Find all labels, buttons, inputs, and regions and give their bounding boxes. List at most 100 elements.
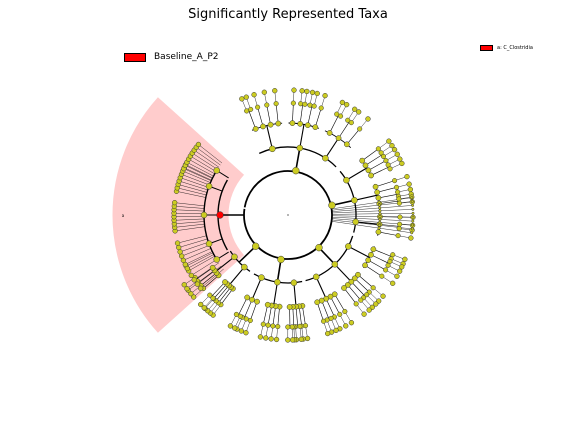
species-node bbox=[339, 99, 346, 106]
family-node bbox=[254, 298, 260, 305]
family-node bbox=[365, 257, 372, 263]
tree-branch bbox=[198, 270, 215, 283]
order-node bbox=[322, 154, 329, 162]
family-node bbox=[372, 183, 379, 190]
tree-branch bbox=[334, 294, 346, 312]
family-node bbox=[344, 282, 351, 288]
tree-branch bbox=[185, 165, 213, 179]
family-node bbox=[351, 275, 358, 282]
clade-order-node bbox=[213, 167, 221, 174]
genus-node bbox=[375, 146, 381, 152]
tree-branch bbox=[191, 259, 217, 276]
tree-branch bbox=[178, 238, 208, 248]
tree-branch bbox=[379, 224, 400, 227]
genus-node bbox=[318, 105, 324, 111]
genus-node bbox=[265, 322, 271, 328]
family-node bbox=[326, 130, 333, 136]
family-node bbox=[375, 229, 382, 235]
species-node bbox=[299, 88, 305, 94]
order-node bbox=[258, 274, 265, 281]
tree-branch bbox=[365, 154, 383, 166]
genus-node bbox=[395, 189, 401, 195]
tree-branch bbox=[329, 114, 339, 134]
tree-branch bbox=[272, 306, 276, 327]
class-arc bbox=[229, 250, 251, 272]
tree-branch bbox=[196, 267, 213, 280]
species-node bbox=[261, 89, 267, 95]
family-node bbox=[222, 279, 228, 285]
class-node bbox=[292, 167, 300, 175]
species-node bbox=[386, 138, 392, 144]
genus-node bbox=[396, 200, 402, 206]
clade-species-node bbox=[174, 240, 181, 246]
tree-branch bbox=[331, 209, 413, 214]
genus-node bbox=[210, 295, 216, 301]
family-node bbox=[359, 157, 366, 164]
order-node bbox=[345, 243, 352, 250]
order-node bbox=[352, 218, 359, 226]
order-node bbox=[241, 263, 248, 271]
genus-node bbox=[378, 150, 384, 156]
tree-branch bbox=[368, 160, 387, 171]
order-node bbox=[312, 273, 320, 281]
tree-branch bbox=[218, 286, 232, 303]
legend-baseline-label: Baseline_A_P2 bbox=[154, 52, 219, 62]
order-arc bbox=[362, 246, 375, 269]
tree-branch bbox=[292, 306, 295, 327]
tree-branch bbox=[315, 276, 327, 299]
order-arc bbox=[360, 158, 373, 179]
tree-branch bbox=[211, 281, 226, 297]
tree-branch bbox=[324, 137, 340, 159]
order-node bbox=[274, 278, 281, 286]
family-node bbox=[209, 264, 216, 271]
genus-node bbox=[311, 103, 317, 109]
order-node bbox=[231, 253, 238, 261]
tree-branch bbox=[257, 107, 264, 127]
tree-branch bbox=[215, 285, 230, 301]
species-node bbox=[361, 311, 367, 317]
tree-branch bbox=[174, 205, 205, 209]
clade-species-node bbox=[194, 281, 201, 287]
tree-branch bbox=[175, 226, 205, 232]
genus-node bbox=[396, 196, 402, 202]
genus-node bbox=[379, 273, 385, 279]
tree-branch bbox=[198, 144, 223, 164]
tree-branch bbox=[178, 184, 208, 193]
family-node bbox=[304, 122, 311, 129]
species-node bbox=[378, 220, 382, 224]
legend-baseline: Baseline_A_P2 bbox=[124, 51, 218, 63]
tree-branch bbox=[343, 287, 357, 305]
tree-branch bbox=[325, 298, 335, 318]
tree-branch bbox=[267, 305, 272, 326]
tree-branch bbox=[190, 155, 217, 172]
species-node bbox=[198, 301, 204, 308]
species-node bbox=[391, 146, 398, 153]
tree-branch bbox=[186, 252, 214, 267]
species-node bbox=[394, 273, 400, 279]
tree-branch bbox=[316, 302, 324, 322]
tree-branch bbox=[177, 187, 207, 196]
species-node bbox=[378, 209, 382, 213]
tree-branch bbox=[188, 158, 215, 175]
order-arc bbox=[288, 122, 320, 129]
tree-branch bbox=[174, 202, 205, 207]
species-node bbox=[378, 217, 382, 222]
species-node bbox=[289, 337, 296, 343]
species-node bbox=[251, 92, 257, 98]
species-node bbox=[394, 151, 400, 157]
tree-branch bbox=[347, 284, 361, 301]
species-node bbox=[377, 203, 382, 207]
species-node bbox=[373, 301, 379, 307]
tree-branch bbox=[334, 263, 352, 283]
genus-node bbox=[248, 106, 254, 112]
clade-species-node bbox=[172, 199, 178, 206]
legend-clade-swatch bbox=[480, 45, 493, 51]
species-node bbox=[377, 226, 381, 230]
genus-node bbox=[298, 101, 304, 107]
tree-branch bbox=[188, 255, 215, 272]
species-node bbox=[410, 227, 414, 231]
species-node bbox=[410, 231, 414, 235]
clade-order-node bbox=[205, 240, 213, 247]
species-node bbox=[396, 268, 403, 274]
clade-species-node bbox=[198, 285, 204, 291]
